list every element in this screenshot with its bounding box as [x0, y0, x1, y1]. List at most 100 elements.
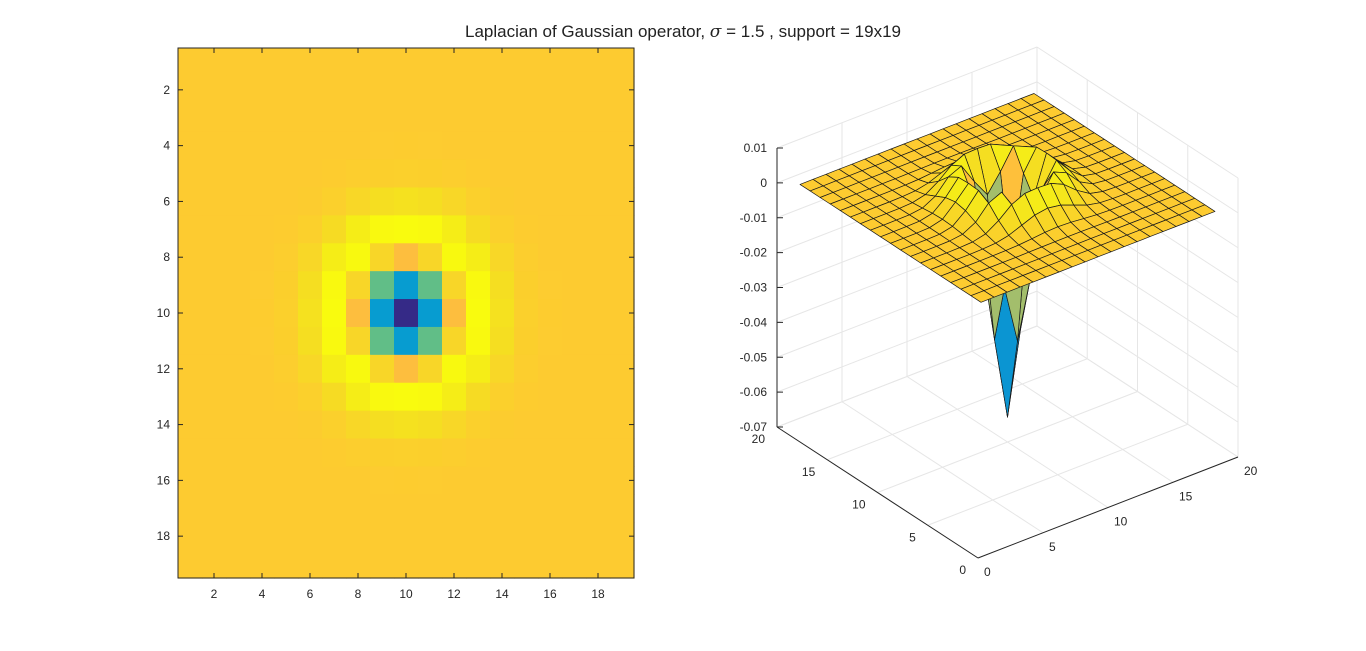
heatmap-cell: [586, 354, 611, 384]
heatmap-cell: [274, 299, 299, 328]
heatmap-cell: [346, 326, 371, 356]
heatmap-cell: [346, 466, 371, 495]
heatmap-cell: [538, 103, 563, 133]
heatmap-cell: [442, 494, 467, 523]
surface-wall-grid: [776, 81, 1038, 184]
heatmap-cell: [610, 326, 635, 356]
heatmap-cell: [322, 522, 347, 551]
heatmap-cell: [226, 271, 251, 300]
heatmap-cell: [514, 48, 539, 77]
heatmap-cell: [346, 159, 371, 189]
heatmap-cell: [250, 299, 275, 328]
heatmap-cell: [418, 187, 443, 216]
heatmap-cell: [586, 410, 611, 440]
heatmap-cell: [586, 75, 611, 105]
heatmap-cell: [514, 75, 539, 105]
heatmap-cell: [418, 466, 443, 495]
heatmap-cell: [466, 410, 491, 440]
heatmap-cell: [322, 271, 347, 300]
heatmap-cell: [538, 271, 563, 300]
heatmap-cell: [562, 466, 587, 495]
heatmap-cell: [610, 103, 635, 133]
heatmap-cell: [298, 354, 323, 384]
heatmap-cell: [538, 159, 563, 189]
heatmap-cell: [538, 131, 563, 161]
surface-ytick-label: 5: [909, 530, 916, 544]
heatmap-cell: [586, 215, 611, 244]
heatmap-cell: [514, 131, 539, 161]
surface-patch: [970, 290, 995, 303]
heatmap-cell: [490, 326, 515, 356]
heatmap-cell: [490, 243, 515, 272]
heatmap-cell: [562, 48, 587, 77]
heatmap-cell: [586, 494, 611, 523]
heatmap-cell: [322, 243, 347, 272]
heatmap-cell: [514, 299, 539, 328]
heatmap-cell: [274, 271, 299, 300]
surface-ztick-label: 0.01: [744, 141, 768, 155]
heatmap-cell: [370, 243, 395, 272]
heatmap-cell: [586, 466, 611, 495]
heatmap-cell: [562, 299, 587, 328]
surface-x-axis: [977, 456, 1239, 559]
heatmap-cell: [394, 187, 419, 216]
heatmap-cell: [226, 522, 251, 551]
heatmap-cell: [298, 494, 323, 523]
surface-ztick-label: -0.07: [740, 420, 768, 434]
heatmap-cell: [394, 354, 419, 384]
heatmap-cell: [466, 215, 491, 244]
heatmap-cell: [490, 271, 515, 300]
heatmap-cell: [178, 550, 203, 579]
heatmap-cell: [586, 271, 611, 300]
heatmap-cell: [562, 159, 587, 189]
heatmap-ytick-label: 14: [157, 418, 171, 432]
heatmap-cell: [538, 410, 563, 440]
heatmap-ytick-label: 12: [157, 362, 171, 376]
heatmap-cell: [538, 466, 563, 495]
heatmap-cell: [394, 494, 419, 523]
heatmap-cell: [250, 75, 275, 105]
heatmap-cell: [442, 466, 467, 495]
heatmap-cell: [322, 410, 347, 440]
heatmap-cell: [610, 271, 635, 300]
heatmap-cell: [586, 299, 611, 328]
heatmap-cell: [250, 271, 275, 300]
heatmap-cell: [538, 522, 563, 551]
heatmap-cell: [418, 410, 443, 440]
heatmap-cell: [490, 466, 515, 495]
heatmap-xtick-label: 6: [307, 587, 314, 601]
heatmap-cell: [178, 326, 203, 356]
heatmap-cell: [298, 215, 323, 244]
heatmap-cell: [394, 159, 419, 189]
heatmap-cell: [562, 243, 587, 272]
heatmap-cell: [274, 131, 299, 161]
heatmap-cell: [490, 522, 515, 551]
heatmap-cell: [322, 550, 347, 579]
surface-y-axis: [776, 426, 979, 559]
heatmap-cell: [178, 271, 203, 300]
heatmap-cell: [442, 243, 467, 272]
heatmap-cell: [202, 131, 227, 161]
heatmap-cell: [346, 103, 371, 133]
heatmap-cell: [562, 354, 587, 384]
heatmap-cell: [466, 299, 491, 328]
heatmap-cell: [370, 48, 395, 77]
heatmap-cell: [250, 354, 275, 384]
heatmap-cell: [466, 103, 491, 133]
heatmap-cell: [322, 75, 347, 105]
heatmap-cell: [538, 215, 563, 244]
heatmap-cell: [394, 382, 419, 412]
heatmap-cell: [466, 494, 491, 523]
heatmap-cell: [394, 75, 419, 105]
heatmap-cell: [298, 159, 323, 189]
heatmap-xtick-label: 2: [211, 587, 218, 601]
surface-wall-grid: [1036, 325, 1239, 458]
heatmap-cell: [442, 75, 467, 105]
heatmap-cell: [250, 494, 275, 523]
heatmap-cell: [490, 103, 515, 133]
heatmap-cell: [202, 75, 227, 105]
heatmap-cell: [178, 494, 203, 523]
heatmap-cell: [418, 522, 443, 551]
heatmap-cell: [370, 438, 395, 468]
